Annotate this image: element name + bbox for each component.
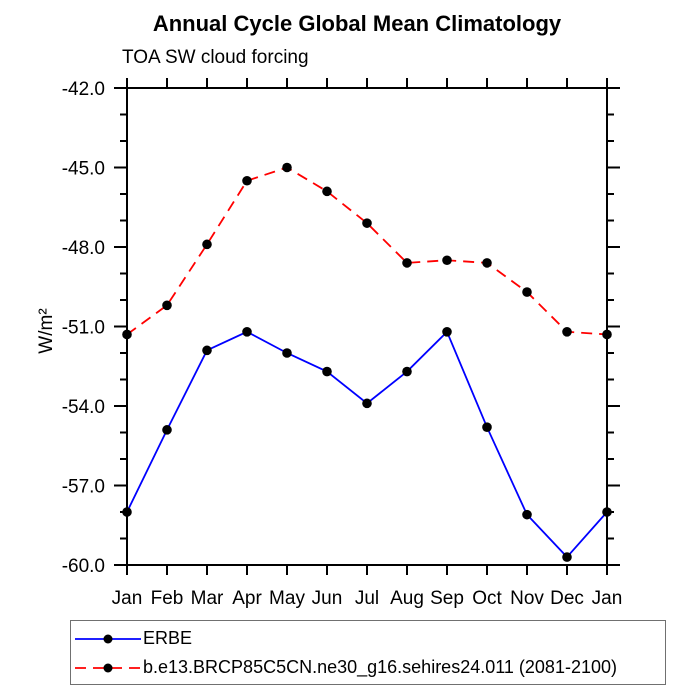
y-tick-label: -42.0 (62, 79, 105, 100)
data-point-marker (122, 329, 132, 340)
data-point-marker (442, 255, 452, 266)
data-point-marker (362, 398, 372, 409)
data-point-marker (322, 366, 332, 377)
x-tick-label: Nov (510, 588, 544, 609)
legend-row: b.e13.BRCP85C5CN.ne30_g16.sehires24.011 … (75, 653, 665, 682)
x-tick-label: Dec (550, 588, 584, 609)
x-tick-label: May (269, 588, 305, 609)
data-point-marker (162, 425, 172, 435)
legend-marker-dot-icon (103, 634, 113, 643)
y-tick-label: -51.0 (62, 318, 105, 339)
data-point-marker (402, 258, 412, 268)
x-tick-label: Jan (592, 588, 623, 609)
data-point-marker (602, 329, 612, 340)
data-point-marker (282, 348, 292, 358)
chart-subtitle: TOA SW cloud forcing (122, 47, 309, 68)
x-tick-label: Mar (191, 588, 224, 609)
y-tick-label: -54.0 (62, 397, 105, 418)
x-tick-label: Jun (312, 588, 343, 609)
data-point-marker (402, 366, 412, 377)
x-tick-label: Jul (355, 588, 379, 609)
legend-marker-dot-icon (103, 663, 113, 672)
y-tick-label: -48.0 (62, 238, 105, 259)
data-point-marker (482, 258, 492, 268)
y-tick-label: -60.0 (62, 556, 105, 577)
data-point-marker (562, 327, 572, 337)
data-point-marker (242, 327, 252, 337)
data-point-marker (362, 218, 372, 228)
legend-label: b.e13.BRCP85C5CN.ne30_g16.sehires24.011 … (143, 657, 617, 677)
data-point-marker (482, 422, 492, 433)
data-point-marker (322, 186, 332, 197)
data-point-marker (522, 287, 532, 297)
legend-line-sample (75, 634, 141, 643)
legend-label: ERBE (143, 628, 193, 648)
data-point-marker (282, 162, 292, 173)
series-line (126, 166, 608, 336)
y-tick-label: -57.0 (62, 477, 105, 498)
data-point-marker (202, 239, 212, 250)
plot-frame (126, 87, 608, 566)
x-tick-label: Feb (151, 588, 184, 609)
legend-box: ERBE b.e13.BRCP85C5CN.ne30_g16.sehires24.… (70, 620, 666, 685)
data-point-marker (522, 509, 532, 520)
data-point-marker (442, 327, 452, 337)
legend-row: ERBE (75, 624, 665, 653)
data-point-marker (602, 507, 612, 517)
data-point-marker (162, 300, 172, 311)
series-line (126, 330, 608, 559)
data-point-marker (122, 507, 132, 517)
data-point-marker (202, 345, 212, 356)
x-tick-label: Sep (430, 588, 464, 609)
data-point-marker (562, 552, 572, 562)
x-tick-label: Oct (472, 588, 502, 609)
chart-title: Annual Cycle Global Mean Climatology (152, 11, 562, 36)
y-tick-label: -45.0 (62, 159, 105, 180)
x-tick-label: Jan (112, 588, 143, 609)
x-tick-label: Aug (390, 588, 424, 609)
legend-line-sample (75, 663, 141, 672)
data-point-marker (242, 175, 252, 186)
x-tick-label: Apr (232, 588, 262, 609)
